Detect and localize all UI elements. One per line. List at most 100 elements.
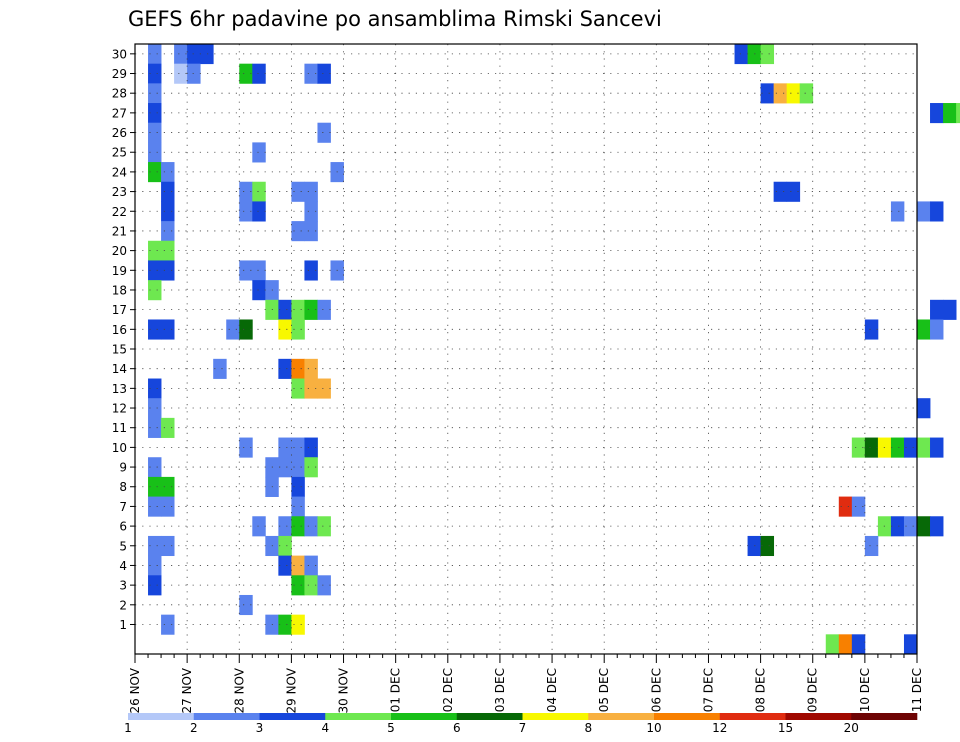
heatmap-cell-22-60 (917, 201, 931, 222)
heatmap-cell-7-1 (148, 496, 162, 517)
heatmap-cell-29-4 (187, 63, 201, 84)
y-tick-label: 23 (112, 185, 127, 199)
colorbar-label: 4 (321, 721, 329, 735)
heatmap-cell-3-12 (291, 575, 305, 596)
y-tick-label: 21 (112, 224, 127, 238)
heatmap-cell-13-14 (317, 378, 331, 399)
heatmap-cell-9-11 (278, 457, 292, 478)
colorbar-label: 10 (646, 721, 661, 735)
heatmap-cell-28-49 (773, 83, 788, 104)
y-tick-label: 26 (112, 126, 127, 140)
heatmap-cell-6-11 (278, 516, 292, 537)
heatmap-cell-24-2 (161, 162, 175, 183)
heatmap-cell-17-14 (317, 299, 331, 320)
heatmap-cell-11-2 (161, 417, 175, 438)
heatmap-cell-30-3 (174, 44, 188, 65)
heatmap-cell-16-12 (291, 319, 305, 340)
heatmap-cell-3-1 (148, 575, 162, 596)
x-tick-label: 03 DEC (493, 668, 507, 712)
heatmap-cell-4-13 (304, 555, 318, 576)
x-axis: 26 NOV 27 NOV 28 NOV 29 NOV 30 NOV 01 DEC 02 D… (128, 654, 924, 714)
heatmap-cell-16-56 (864, 319, 879, 340)
y-tick-label: 30 (112, 47, 127, 61)
colorbar-segment-8 (588, 713, 655, 720)
heatmap-cell-19-1 (148, 260, 162, 281)
y-tick-label: 20 (112, 244, 127, 258)
y-tick-label: 17 (112, 303, 127, 317)
heatmap-cell-10-8 (239, 437, 253, 458)
heatmap-cell-0-59 (903, 634, 918, 655)
colorbar-label: 12 (712, 721, 727, 735)
x-tick-label: 04 DEC (545, 668, 559, 712)
y-tick-label: 27 (112, 106, 127, 120)
heatmap-cell-6-13 (304, 516, 318, 537)
heatmap-cell-6-9 (252, 516, 266, 537)
heatmap-cell-10-58 (890, 437, 905, 458)
heatmap-cell-2-8 (239, 594, 253, 616)
heatmap-cell-16-2 (161, 319, 175, 340)
heatmap-cell-5-56 (864, 535, 879, 557)
colorbar-segment-1 (128, 713, 195, 720)
x-tick-label: 10 DEC (858, 668, 872, 712)
heatmap-cell-20-1 (148, 240, 162, 261)
heatmap-cell-28-1 (148, 83, 162, 104)
heatmap-cell-19-2 (161, 260, 175, 281)
heatmap-cell-30-5 (200, 44, 214, 65)
y-tick-label: 15 (112, 343, 127, 357)
heatmap-cell-25-9 (252, 142, 266, 163)
colorbar-label: 1 (124, 721, 132, 735)
x-tick-label: 02 DEC (441, 668, 455, 712)
heatmap-cell-10-56 (864, 437, 879, 458)
x-tick-label: 30 NOV (337, 667, 351, 713)
y-tick-label: 25 (112, 146, 127, 160)
heatmap-cell-23-49 (773, 181, 788, 202)
colorbar: 1 2 3 4 5 6 7 8 10 12 15 20 (124, 713, 918, 735)
colorbar-label: 7 (519, 721, 527, 735)
heatmap-cell-22-8 (239, 201, 253, 222)
heatmap-cell-28-51 (799, 83, 814, 104)
y-tick-label: 4 (119, 559, 127, 573)
heatmap-cell-11-1 (148, 417, 162, 438)
y-tick-label: 9 (119, 461, 127, 475)
heatmap-cell-23-50 (786, 181, 801, 202)
heatmap-cell-28-50 (786, 83, 801, 104)
heatmap-cell-30-1 (148, 44, 162, 65)
y-tick-label: 22 (112, 205, 127, 219)
heatmap-cell-6-12 (291, 516, 305, 537)
heatmap-cell-14-6 (213, 358, 227, 379)
colorbar-segment-3 (259, 713, 326, 720)
heatmap-cell-4-11 (278, 555, 292, 576)
heatmap-cell-16-60 (917, 319, 931, 340)
heatmap-cell-14-12 (291, 358, 305, 379)
heatmap-cell-5-11 (278, 535, 292, 557)
colorbar-label: 5 (387, 721, 395, 735)
x-tick-label: 01 DEC (389, 668, 403, 712)
y-tick-label: 2 (119, 598, 127, 612)
heatmap-cell-5-48 (760, 535, 775, 557)
heatmap-cell-27-61 (930, 103, 944, 124)
heatmap-cell-16-8 (239, 319, 253, 340)
heatmap-cell-0-54 (838, 634, 853, 655)
x-tick-label: 28 NOV (232, 667, 246, 713)
heatmap-cell-6-14 (317, 516, 331, 537)
heatmap-cell-1-2 (161, 614, 175, 635)
heatmap-cell-12-1 (148, 398, 162, 419)
heatmap-cell-10-12 (291, 437, 305, 458)
colorbar-segment-2 (193, 713, 260, 720)
colorbar-segment-6 (456, 713, 523, 720)
heatmap-cell-29-1 (148, 63, 162, 84)
heatmap-cell-0-55 (851, 634, 866, 655)
heatmap-cell-14-11 (278, 358, 292, 379)
heatmap-cell-27-62 (943, 103, 957, 124)
heatmap-cell-10-55 (851, 437, 866, 458)
heatmap-cell-28-48 (760, 83, 775, 104)
heatmap-cell-3-13 (304, 575, 318, 596)
heatmap-cell-13-12 (291, 378, 305, 399)
heatmap-cell-29-13 (304, 63, 318, 84)
heatmap-cell-5-2 (161, 535, 175, 557)
y-tick-label: 1 (119, 618, 127, 632)
heatmap-cell-16-1 (148, 319, 162, 340)
heatmap-cell-22-9 (252, 201, 266, 222)
heatmap-cell-16-7 (226, 319, 240, 340)
